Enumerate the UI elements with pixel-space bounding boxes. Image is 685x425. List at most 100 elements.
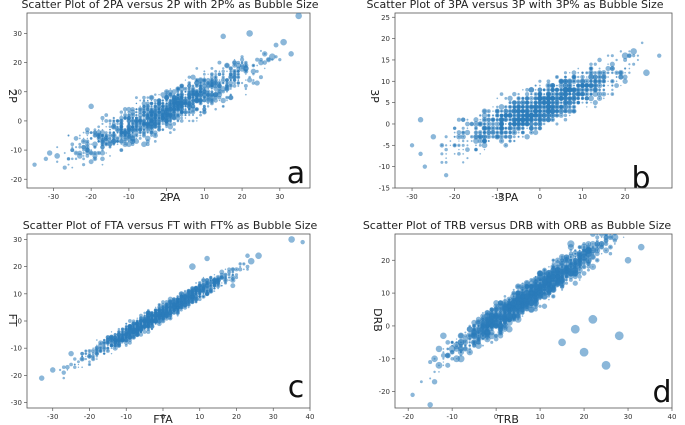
bubble-point [184, 111, 187, 114]
bubble-point [611, 84, 614, 87]
bubble-point [134, 96, 138, 100]
bubble-point [153, 104, 157, 108]
bubble-point [492, 118, 494, 121]
bubble-point [533, 96, 539, 101]
bubble-point [119, 115, 124, 121]
bubble-point [87, 348, 92, 353]
bubble-point [491, 126, 495, 130]
bubble-point [98, 348, 103, 354]
bubble-point [165, 303, 168, 306]
bubble-point [209, 97, 215, 104]
panel-c-xtick-label: 30 [269, 413, 278, 421]
bubble-point-outlier [32, 162, 37, 167]
bubble-point [442, 364, 445, 367]
bubble-point [495, 114, 499, 117]
bubble-point [500, 122, 503, 126]
bubble-point [161, 119, 164, 122]
bubble-point-outlier [417, 116, 424, 123]
bubble-point [487, 140, 490, 142]
bubble-point [560, 89, 562, 91]
bubble-point [588, 83, 594, 88]
bubble-point [496, 123, 499, 125]
bubble-point [244, 70, 247, 73]
panel-d-letter: d [652, 375, 671, 410]
bubble-point [78, 142, 82, 146]
bubble-point [453, 152, 456, 155]
panel-a-ytick-label: 30 [13, 30, 22, 38]
bubble-point [499, 92, 504, 96]
bubble-point [581, 88, 584, 91]
bubble-point [218, 99, 221, 102]
bubble-point [180, 102, 183, 105]
bubble-point [461, 143, 465, 147]
panel-a-ytick-label: 0 [18, 117, 22, 125]
bubble-point [176, 295, 179, 298]
bubble-point [532, 129, 539, 136]
bubble-point [135, 102, 138, 105]
bubble-point [165, 117, 168, 120]
bubble-point [199, 90, 202, 94]
bubble-point [462, 148, 464, 151]
bubble-point [558, 95, 564, 101]
bubble-point [218, 79, 221, 81]
bubble-point-outlier [38, 375, 45, 381]
bubble-point [105, 125, 108, 128]
bubble-point [186, 291, 192, 297]
panel-a-ytick-label: -20 [11, 176, 22, 184]
bubble-point [158, 322, 161, 325]
bubble-point [73, 357, 77, 361]
bubble-point-outlier [43, 156, 49, 162]
bubble-point [150, 102, 153, 105]
bubble-point [172, 128, 176, 132]
bubble-point [521, 97, 524, 100]
bubble-point [513, 123, 516, 125]
bubble-point [131, 128, 135, 132]
panel-c-title: Scatter Plot of FTA versus FT with FT% a… [23, 219, 318, 232]
bubble-point [628, 67, 631, 70]
bubble-point [210, 93, 214, 97]
bubble-point [161, 99, 165, 102]
bubble-point [624, 67, 627, 70]
bubble-point [534, 101, 537, 104]
bubble-point [169, 119, 172, 122]
bubble-point [138, 136, 142, 140]
bubble-point [551, 105, 555, 109]
bubble-point [525, 109, 529, 113]
panel-b-xtick-label: 10 [578, 193, 587, 201]
bubble-point [263, 52, 266, 56]
bubble-point [151, 328, 153, 331]
bubble-point [593, 84, 597, 87]
bubble-point [571, 108, 577, 114]
bubble-point [474, 147, 478, 152]
bubble-point [239, 265, 242, 268]
bubble-point [67, 163, 70, 166]
bubble-point [108, 122, 112, 125]
bubble-point [498, 104, 505, 110]
bubble-point [84, 147, 91, 153]
bubble-point [82, 157, 86, 161]
bubble-point [93, 146, 97, 149]
bubble-point [590, 67, 592, 70]
bubble-point [145, 142, 150, 147]
bubble-point [440, 160, 444, 164]
panel-d-ylabel: DRB [371, 308, 384, 332]
bubble-point [86, 134, 89, 137]
bubble-point [545, 91, 551, 97]
bubble-point [199, 113, 203, 117]
bubble-point [77, 363, 80, 366]
bubble-point [192, 85, 194, 87]
bubble-point [199, 93, 203, 97]
bubble-point-outlier [300, 239, 305, 245]
bubble-point [607, 63, 609, 66]
bubble-point [487, 110, 490, 112]
bubble-point [607, 93, 610, 96]
bubble-point [201, 277, 206, 283]
bubble-point [572, 84, 576, 87]
bubble-point [127, 329, 133, 335]
bubble-point [202, 295, 205, 298]
bubble-point [564, 84, 567, 87]
bubble-point [125, 141, 132, 148]
bubble-point [504, 135, 508, 139]
bubble-point [513, 105, 516, 109]
bubble-point [590, 93, 592, 95]
